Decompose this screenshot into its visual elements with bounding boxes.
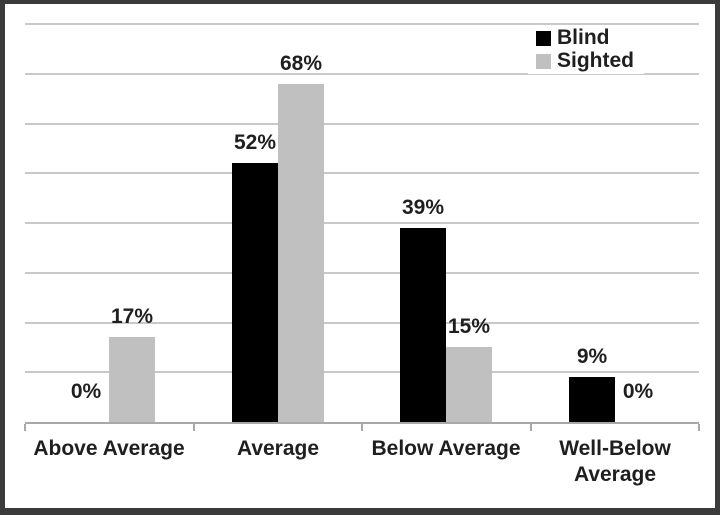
bar-sighted-3 [446, 347, 492, 422]
x-axis-tick [698, 424, 700, 431]
value-label-sighted-1: 17% [110, 305, 154, 328]
x-axis-tick [530, 424, 532, 431]
gridline-60 [25, 123, 699, 125]
value-label-sighted-2: 68% [279, 52, 323, 75]
category-label-4: Well-Below Average [559, 437, 671, 486]
bar-blind-2 [232, 163, 278, 422]
value-label-blind-1: 0% [70, 380, 102, 403]
legend-label-sighted: Sighted [557, 49, 634, 72]
gridline-10 [25, 371, 699, 373]
gridline-50 [25, 172, 699, 174]
legend-item-sighted: Sighted [536, 50, 634, 72]
gridline-20 [25, 322, 699, 324]
gridline-80 [25, 23, 699, 25]
gridline-70 [25, 73, 699, 75]
category-label-3: Below Average [371, 437, 521, 460]
legend-label-blind: Blind [557, 26, 610, 49]
legend-swatch-sighted [536, 53, 551, 69]
category-label-2: Average [236, 437, 320, 460]
bar-sighted-2 [278, 84, 324, 422]
legend-swatch-blind [536, 30, 551, 46]
bar-sighted-1 [109, 337, 155, 422]
value-label-sighted-4: 0% [622, 380, 654, 403]
x-axis [25, 422, 699, 424]
value-label-sighted-3: 15% [447, 315, 491, 338]
x-axis-tick [24, 424, 26, 431]
gridline-40 [25, 222, 699, 224]
legend: Blind Sighted [528, 25, 644, 74]
bar-blind-4 [569, 377, 615, 422]
gridline-30 [25, 272, 699, 274]
legend-item-blind: Blind [536, 27, 634, 49]
x-axis-tick [361, 424, 363, 431]
value-label-blind-2: 52% [233, 131, 277, 154]
x-axis-tick [193, 424, 195, 431]
bar-blind-3 [400, 228, 446, 422]
value-label-blind-4: 9% [576, 345, 608, 368]
value-label-blind-3: 39% [401, 196, 445, 219]
category-label-1: Above Average [33, 437, 185, 460]
